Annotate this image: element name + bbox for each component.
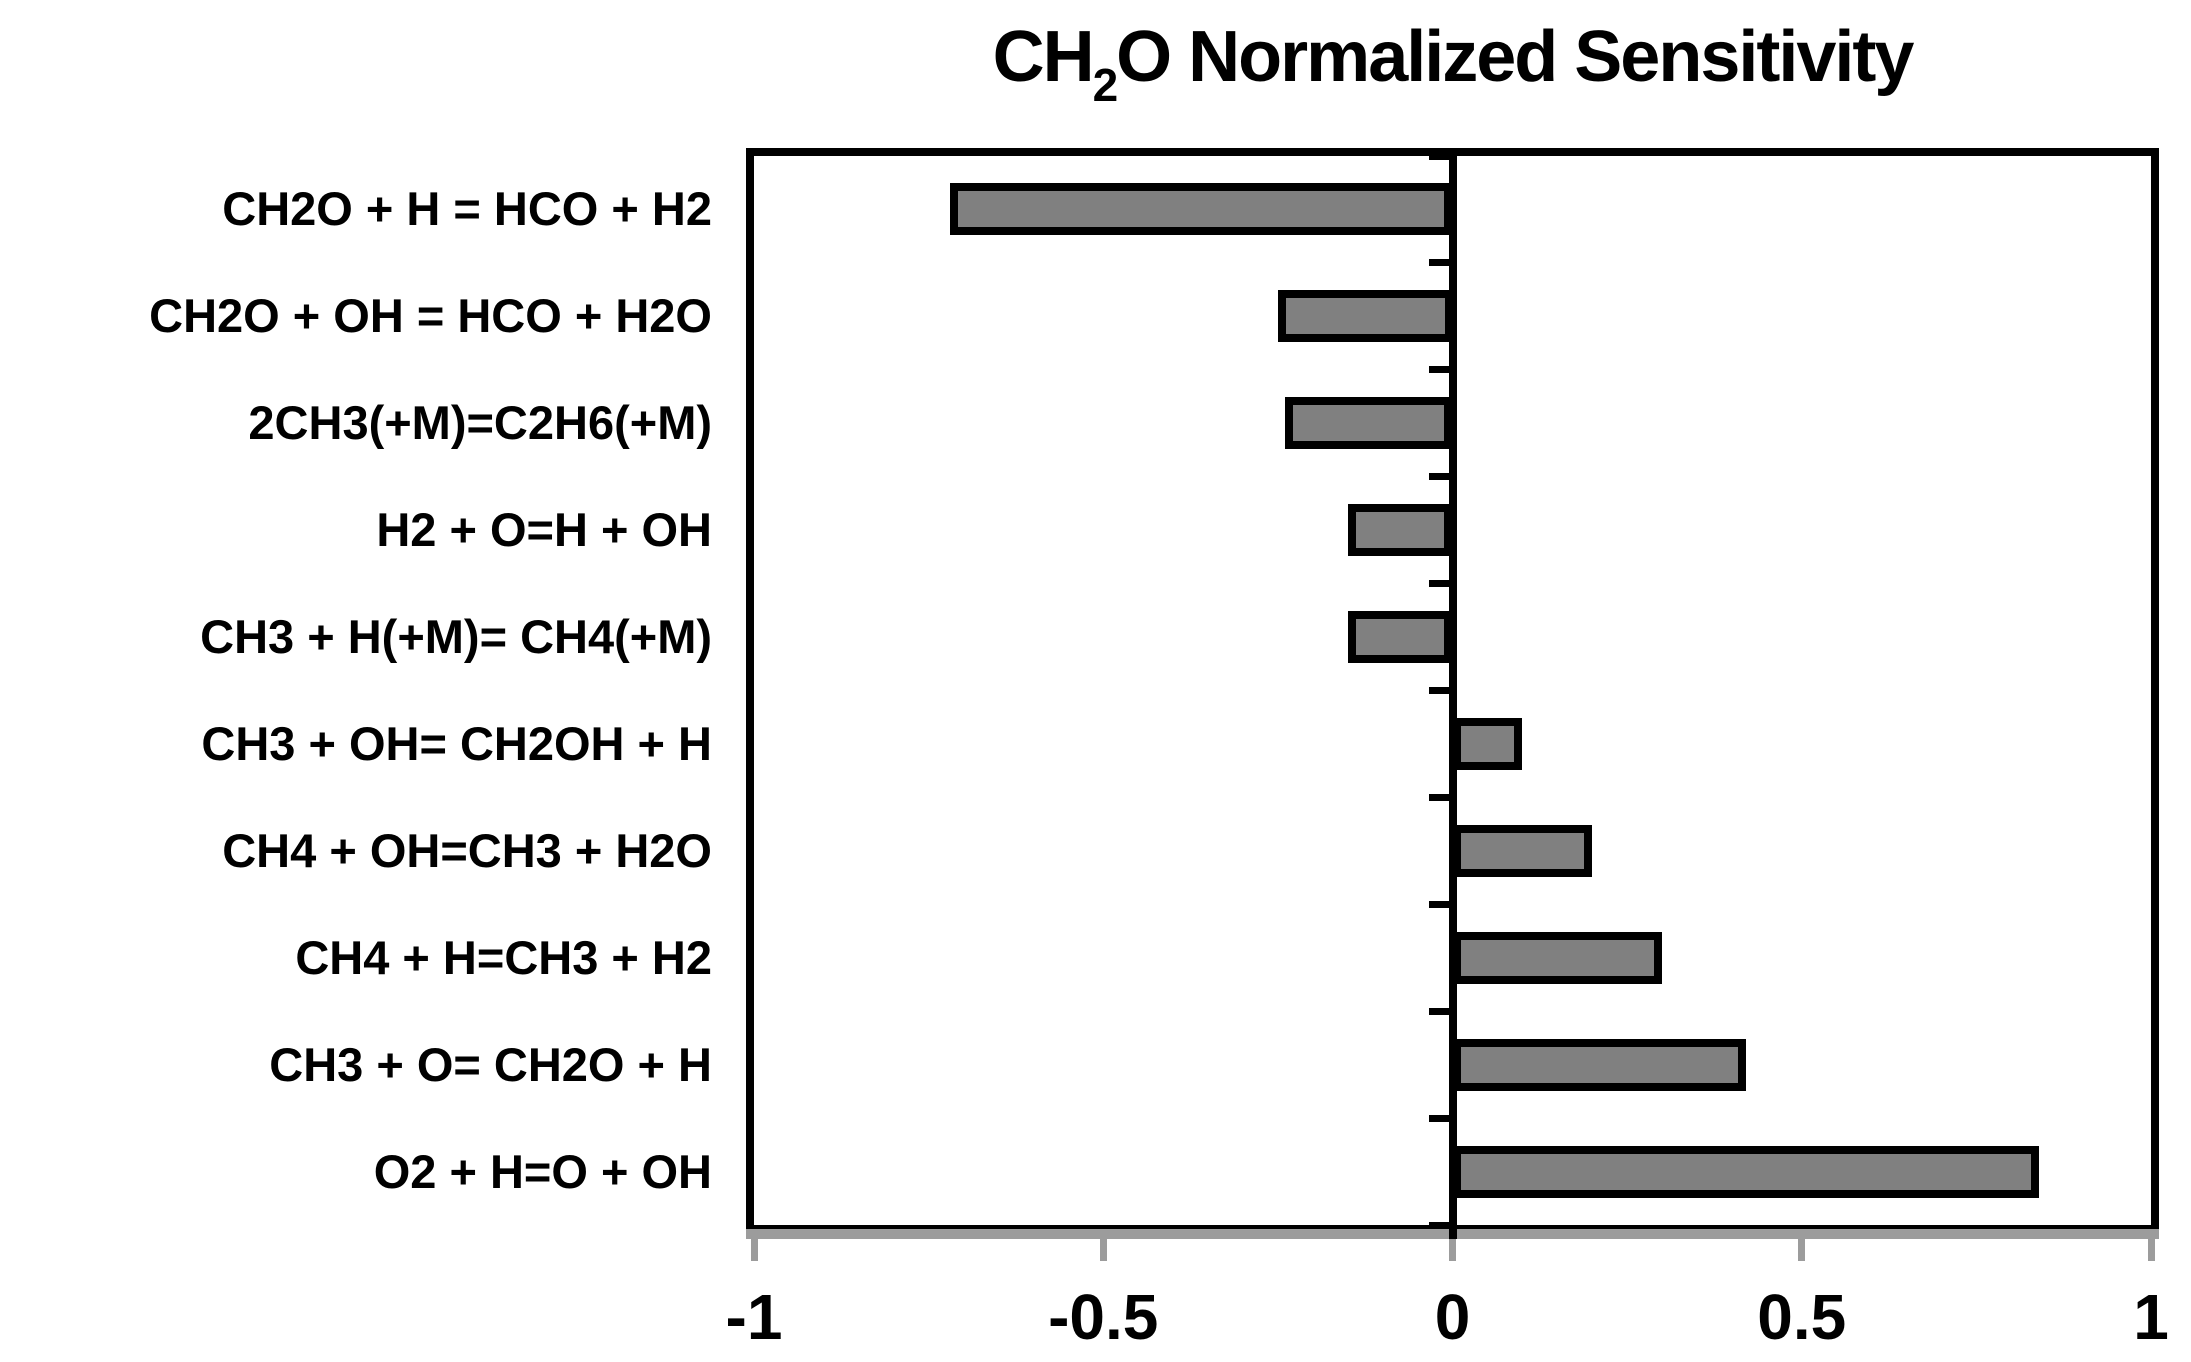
category-label: O2 + H=O + OH [373,1144,712,1198]
category-label: CH2O + OH = HCO + H2O [149,289,712,343]
category-label: CH4 + H=CH3 + H2 [295,930,712,984]
category-label: CH4 + OH=CH3 + H2O [222,823,712,877]
category-boundary-tick [1428,152,1449,160]
category-label: CH2O + H = HCO + H2 [222,182,712,236]
bar-8 [1452,931,1663,984]
chart-title-subscript: 2 [1092,59,1119,111]
bar-10 [1452,1145,2040,1198]
bar-7 [1452,824,1593,877]
bar-5 [1347,611,1453,664]
category-boundary-tick [1428,1221,1449,1229]
bar-9 [1452,1038,1746,1091]
chart-title-suffix: O Normalized Sensitivity [1116,17,1914,97]
category-label: CH3 + H(+M)= CH4(+M) [200,610,712,664]
category-label: H2 + O=H + OH [376,503,712,557]
bar-6 [1452,717,1523,770]
x-tick-label: 0.5 [1757,1281,1847,1353]
chart-title-prefix: CH [992,17,1095,97]
bar-2 [1277,290,1453,343]
category-boundary-tick [1428,900,1449,908]
category-boundary-tick [1428,580,1449,588]
category-label: CH3 + O= CH2O + H [269,1037,712,1091]
plot-area [746,148,2159,1239]
category-boundary-tick [1428,473,1449,481]
bar-1 [949,183,1453,236]
bar-3 [1284,397,1453,450]
x-tick-label: -1 [725,1281,783,1353]
bar-4 [1347,504,1453,557]
category-boundary-tick [1428,1114,1449,1122]
category-boundary-tick [1428,687,1449,694]
x-axis-tick [750,1229,758,1261]
x-axis-tick [1798,1229,1806,1261]
chart-title: CH2O Normalized Sensitivity [746,16,2159,108]
category-boundary-tick [1428,366,1449,374]
category-boundary-tick [1428,793,1449,801]
category-label: 2CH3(+M)=C2H6(+M) [248,396,712,450]
category-label: CH3 + OH= CH2OH + H [201,716,712,770]
x-axis-tick [2147,1229,2155,1261]
category-boundary-tick [1428,259,1449,267]
x-axis-tick [1099,1229,1107,1261]
category-boundary-tick [1428,1007,1449,1015]
zero-axis-line [1448,156,1457,1239]
x-tick-label: -0.5 [1048,1281,1159,1353]
x-tick-label: 1 [2133,1281,2169,1353]
plot-inner-layer [754,152,2151,1239]
x-axis-tick [1449,1229,1456,1261]
x-tick-label: 0 [1434,1281,1471,1353]
